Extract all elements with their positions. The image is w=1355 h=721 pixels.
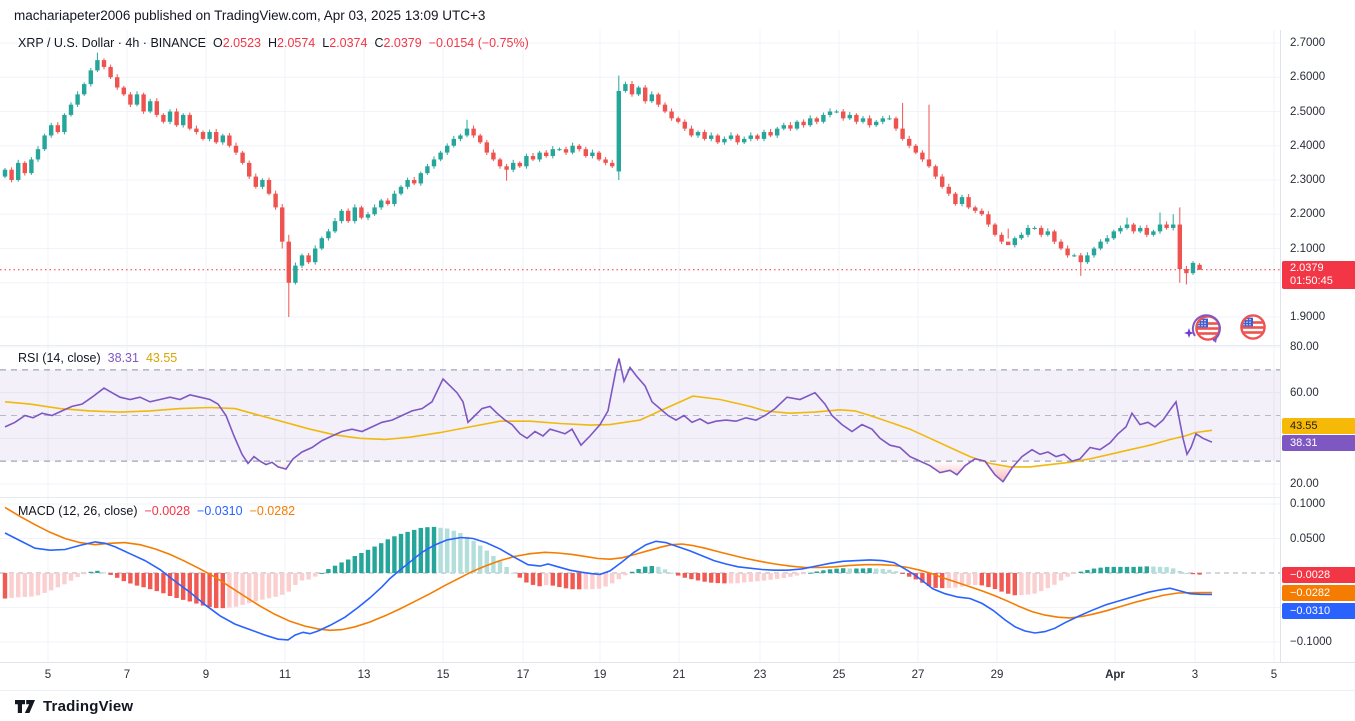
axis-tick: 1.9000 bbox=[1290, 311, 1326, 323]
axis-tick: 0.1000 bbox=[1290, 498, 1326, 510]
time-tick: 5 bbox=[1270, 669, 1278, 681]
axis-tick: 20.00 bbox=[1290, 477, 1319, 490]
open-value: 2.0523 bbox=[222, 36, 261, 50]
rsi-ma-value: 43.55 bbox=[145, 351, 178, 365]
time-tick: 17 bbox=[516, 669, 530, 681]
axis-tick: 2.3000 bbox=[1290, 174, 1326, 186]
rsi-value: 38.31 bbox=[107, 351, 139, 365]
time-tick: 9 bbox=[202, 669, 210, 681]
macd-hist-value: −0.0028 bbox=[144, 504, 191, 518]
rsi-title: RSI (14, close) bbox=[18, 351, 101, 365]
axis-tick: 60.00 bbox=[1290, 386, 1319, 399]
macd-line-value: −0.0310 bbox=[197, 504, 243, 518]
time-tick: 13 bbox=[357, 669, 371, 681]
axis-tick: 0.0500 bbox=[1290, 532, 1326, 545]
time-tick: Apr bbox=[1105, 669, 1125, 681]
price-pane-legend: XRP / U.S. Dollar · 4h · BINANCE O2.0523… bbox=[18, 36, 529, 50]
tradingview-logo[interactable]: TradingView bbox=[14, 698, 133, 715]
rsi-pane[interactable] bbox=[0, 358, 1280, 483]
price-scale[interactable]: 2.0379 01:50:45 43.55 38.31 −0.0028 −0.0… bbox=[1280, 30, 1355, 662]
axis-tick: 2.7000 bbox=[1290, 37, 1326, 49]
macd-signal-value: −0.0282 bbox=[249, 504, 296, 518]
change-value: −0.0154 (−0.75%) bbox=[428, 36, 529, 50]
time-tick: 27 bbox=[911, 669, 925, 681]
time-tick: 5 bbox=[44, 669, 52, 681]
low-value: 2.0374 bbox=[329, 36, 368, 50]
chart-canvas[interactable] bbox=[0, 30, 1280, 662]
high-value: 2.0574 bbox=[277, 36, 316, 50]
time-tick: 23 bbox=[753, 669, 767, 681]
axis-tick: −0.1000 bbox=[1290, 636, 1332, 648]
pane-divider[interactable] bbox=[0, 345, 1355, 346]
time-tick: 19 bbox=[593, 669, 607, 681]
usd-flag-convert-icon[interactable] bbox=[1182, 310, 1226, 351]
bar-countdown: 01:50:45 bbox=[1290, 275, 1333, 287]
macd-hist-badge: −0.0028 bbox=[1282, 567, 1355, 583]
time-tick: 7 bbox=[123, 669, 131, 681]
axis-tick: 2.5000 bbox=[1290, 105, 1326, 118]
time-tick: 25 bbox=[832, 669, 846, 681]
last-price-badge: 2.0379 01:50:45 bbox=[1282, 261, 1355, 289]
footer-bar: TradingView bbox=[0, 690, 1355, 721]
time-tick: 29 bbox=[990, 669, 1004, 681]
rsi-ma-badge: 43.55 bbox=[1282, 418, 1355, 434]
rsi-badge: 38.31 bbox=[1282, 435, 1355, 451]
time-tick: 15 bbox=[436, 669, 450, 681]
sparkle-icon bbox=[1184, 328, 1194, 338]
macd-title: MACD (12, 26, close) bbox=[18, 504, 138, 518]
axis-tick: 2.4000 bbox=[1290, 139, 1326, 152]
publish-header: machariapeter2006 published on TradingVi… bbox=[14, 8, 486, 23]
axis-tick: 2.6000 bbox=[1290, 71, 1326, 84]
close-value: 2.0379 bbox=[383, 36, 422, 50]
axis-tick: 2.1000 bbox=[1290, 242, 1326, 255]
price-pane[interactable] bbox=[0, 52, 1280, 317]
time-tick: 21 bbox=[672, 669, 686, 681]
macd-line-badge: −0.0310 bbox=[1282, 603, 1355, 619]
brand-name: TradingView bbox=[43, 698, 134, 715]
pane-divider[interactable] bbox=[0, 497, 1355, 498]
tv-logo-icon bbox=[15, 700, 35, 713]
rsi-pane-legend: RSI (14, close) 38.31 43.55 bbox=[18, 351, 177, 365]
macd-signal-badge: −0.0282 bbox=[1282, 585, 1355, 601]
macd-pane[interactable] bbox=[0, 506, 1280, 641]
last-price: 2.0379 bbox=[1290, 262, 1324, 274]
symbol-title: XRP / U.S. Dollar · 4h · BINANCE bbox=[18, 36, 207, 50]
time-tick: 11 bbox=[279, 669, 291, 681]
axis-tick: 2.2000 bbox=[1290, 208, 1326, 221]
macd-pane-legend: MACD (12, 26, close) −0.0028 −0.0310 −0.… bbox=[18, 504, 295, 518]
time-tick: 3 bbox=[1191, 669, 1199, 681]
usd-flag-icon[interactable] bbox=[1238, 312, 1268, 347]
axis-tick: 80.00 bbox=[1290, 341, 1319, 353]
time-scale[interactable]: 5 7 9 11 13 15 17 19 21 23 25 27 29 Apr 3 5 bbox=[0, 662, 1355, 691]
